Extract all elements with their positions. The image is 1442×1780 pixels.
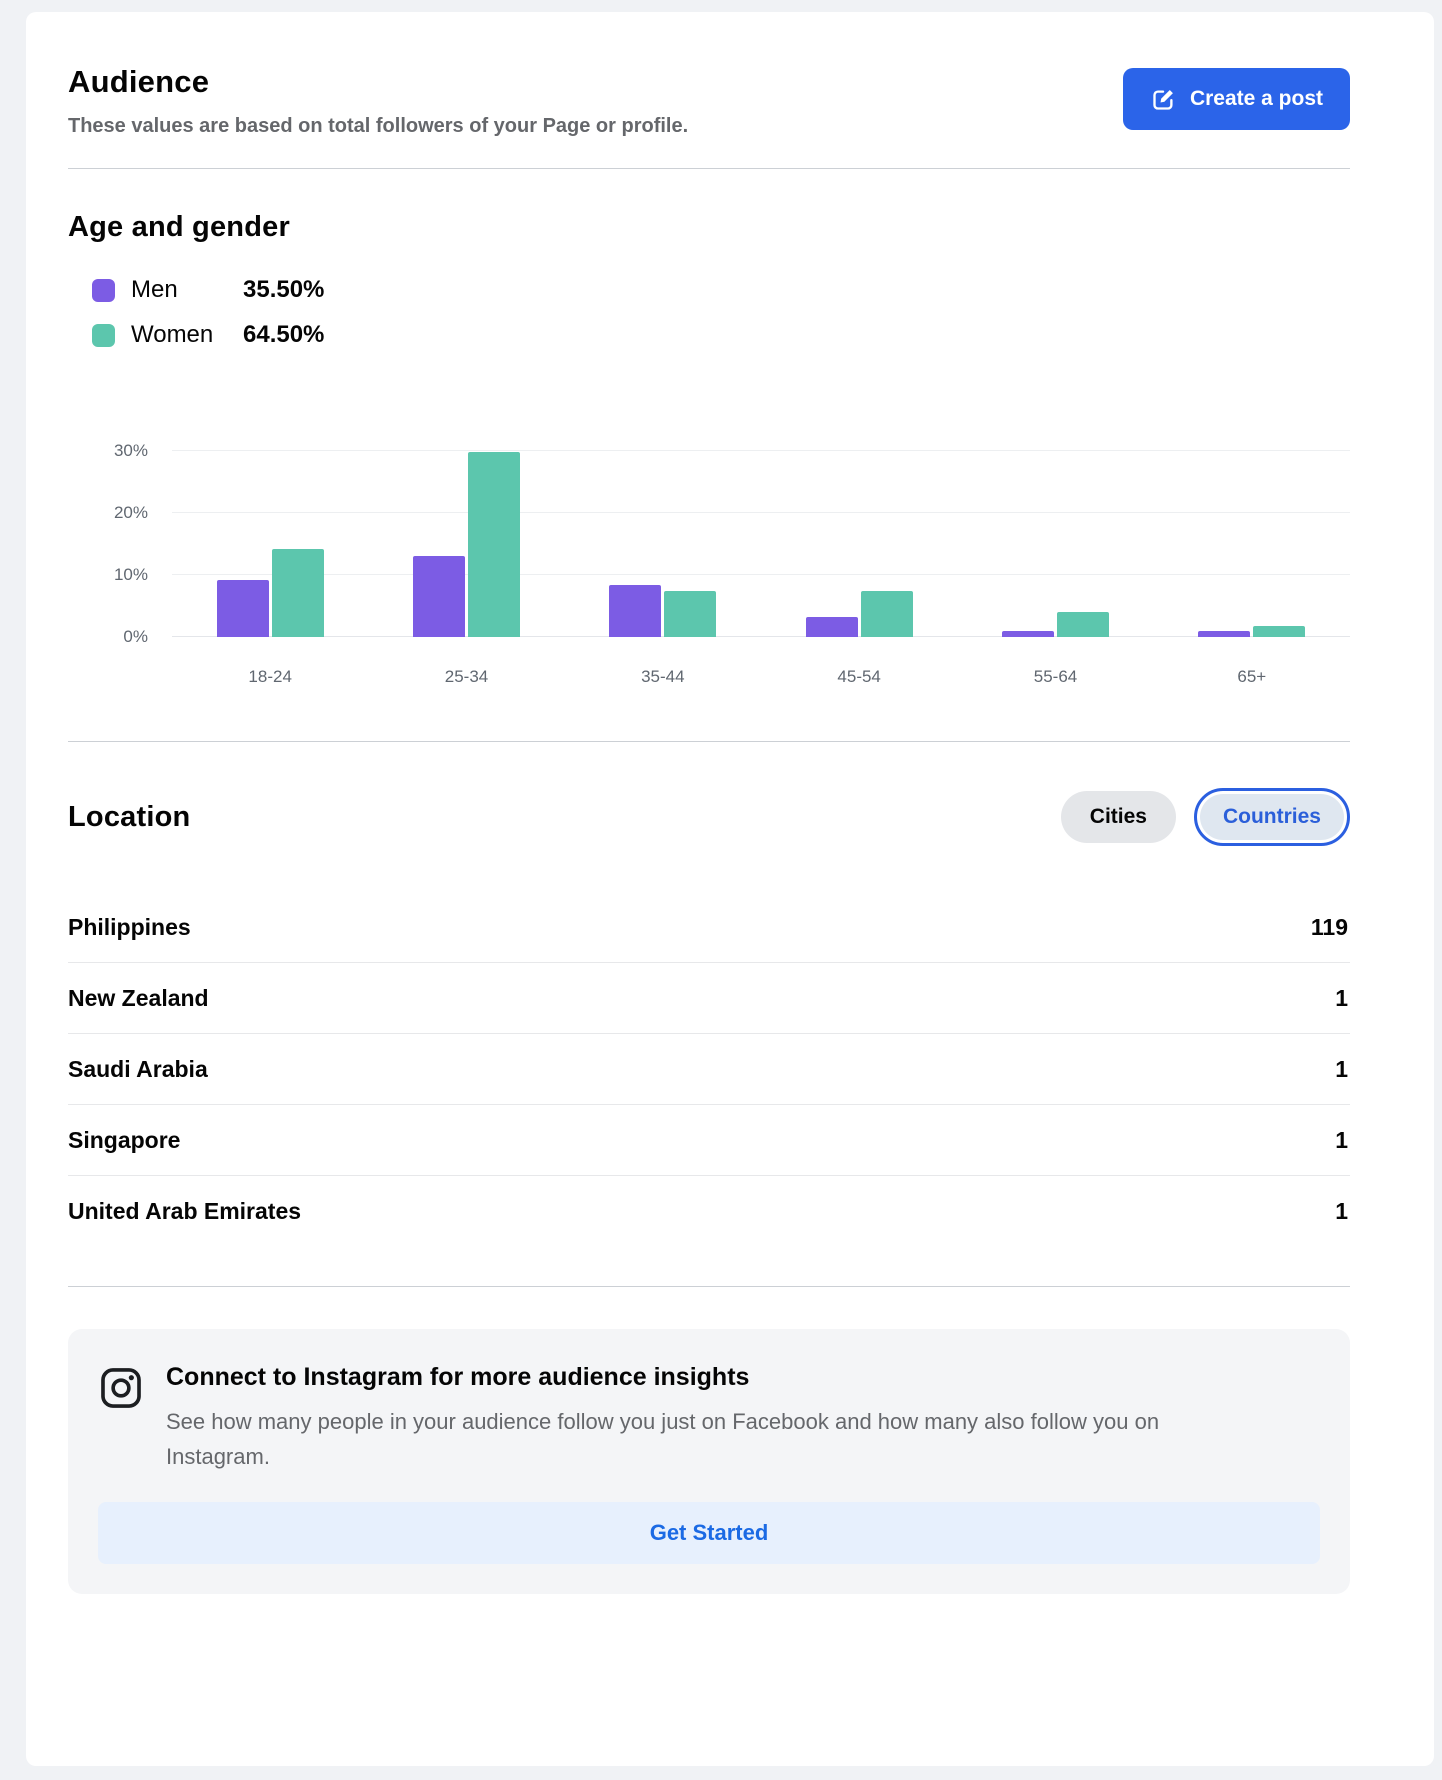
bar-men-45-54 [805, 616, 858, 637]
location-heading: Location [68, 800, 191, 833]
table-row: Singapore 1 [68, 1105, 1350, 1176]
country-name: Saudi Arabia [68, 1056, 208, 1082]
instagram-banner-description: See how many people in your audience fol… [166, 1409, 1160, 1470]
gridline [172, 574, 1350, 575]
section-divider [68, 1286, 1350, 1287]
bar-group-25-34 [368, 405, 564, 637]
chart-x-axis: 18-24 25-34 35-44 45-54 55-64 65+ [68, 637, 1350, 687]
country-list: Philippines 119 New Zealand 1 Saudi Arabia 1 S… [68, 892, 1350, 1246]
bar-group-55-64 [957, 405, 1153, 637]
legend-item-women: Women 64.50% [92, 321, 1350, 349]
x-axis-spacer [68, 667, 172, 687]
create-post-button[interactable]: Create a post [1122, 68, 1350, 130]
instagram-banner-content: Connect to Instagram for more audience i… [98, 1363, 1320, 1474]
section-divider [68, 741, 1350, 742]
legend-value: 35.50% [243, 276, 325, 303]
table-row: Saudi Arabia 1 [68, 1034, 1350, 1105]
instagram-icon [98, 1365, 144, 1411]
toggle-countries[interactable]: Countries [1193, 788, 1350, 846]
bar-men-55-64 [1001, 630, 1054, 637]
country-value: 1 [1335, 1198, 1348, 1224]
instagram-banner: Connect to Instagram for more audience i… [68, 1329, 1350, 1595]
bar-women-18-24 [271, 548, 324, 637]
x-tick-label: 65+ [1237, 667, 1267, 686]
page-title: Audience [68, 64, 210, 99]
bar-men-65+ [1198, 630, 1251, 637]
country-name: Philippines [68, 914, 191, 940]
bar-group-35-44 [565, 405, 761, 637]
country-name: United Arab Emirates [68, 1198, 302, 1224]
bar-women-55-64 [1056, 611, 1109, 637]
chart-y-axis: 0% 10% 20% 30% [68, 405, 172, 646]
location-toggle-group: Cities Countries [1060, 788, 1350, 846]
y-tick-label: 10% [113, 565, 148, 584]
section-divider [68, 168, 1350, 169]
legend-swatch-men [92, 278, 115, 302]
header-text: Audience These values are based on total… [68, 64, 688, 138]
x-tick-label: 18-24 [248, 667, 292, 686]
table-row: United Arab Emirates 1 [68, 1176, 1350, 1246]
audience-card: Audience These values are based on total… [26, 12, 1434, 1766]
bar-women-65+ [1253, 625, 1306, 637]
bar-men-18-24 [216, 579, 269, 637]
table-row: New Zealand 1 [68, 963, 1350, 1034]
legend-item-men: Men 35.50% [92, 276, 1350, 304]
legend-value: 64.50% [243, 321, 325, 348]
location-section: Location Cities Countries Philippines 119 N… [68, 788, 1350, 1246]
create-post-label: Create a post [1189, 87, 1323, 110]
chart-legend: Men 35.50% Women 64.50% [92, 276, 1350, 349]
country-name: Singapore [68, 1127, 181, 1153]
location-header: Location Cities Countries [68, 788, 1350, 846]
legend-swatch-women [92, 323, 115, 347]
chart-plot-area [172, 405, 1350, 637]
country-value: 1 [1335, 985, 1348, 1011]
x-tick-label: 25-34 [444, 667, 489, 686]
compose-icon [1150, 86, 1177, 113]
gridline [172, 512, 1350, 513]
instagram-banner-title: Connect to Instagram for more audience i… [166, 1363, 750, 1391]
bar-group-65+ [1154, 405, 1350, 637]
y-tick-label: 30% [113, 441, 148, 460]
x-tick-label: 55-64 [1033, 667, 1078, 686]
age-gender-heading: Age and gender [68, 211, 290, 243]
x-tick-label: 45-54 [837, 667, 881, 686]
instagram-banner-text: Connect to Instagram for more audience i… [166, 1363, 1181, 1474]
x-axis-labels: 18-24 25-34 35-44 45-54 55-64 65+ [172, 667, 1350, 687]
table-row: Philippines 119 [68, 892, 1350, 963]
chart-bars-layer [172, 405, 1350, 637]
bar-group-45-54 [761, 405, 957, 637]
audience-header: Audience These values are based on total… [68, 64, 1350, 138]
x-tick-label: 35-44 [641, 667, 685, 686]
country-value: 1 [1335, 1056, 1348, 1082]
country-value: 1 [1335, 1127, 1348, 1153]
age-gender-section: Age and gender Men 35.50% Women 64.50% 0% 10… [68, 211, 1350, 687]
gridline [172, 636, 1350, 637]
legend-label: Women [131, 321, 214, 348]
y-tick-label: 0% [123, 627, 148, 646]
country-value: 119 [1310, 914, 1348, 940]
bar-women-25-34 [467, 452, 520, 637]
get-started-button[interactable]: Get Started [98, 1502, 1320, 1565]
toggle-cities[interactable]: Cities [1060, 791, 1176, 843]
country-name: New Zealand [68, 985, 209, 1011]
age-gender-chart: 0% 10% 20% 30% 18-24 25-34 35-44 45-54 55-64 65+ [68, 405, 1350, 687]
bar-men-35-44 [609, 584, 662, 637]
gridline [172, 450, 1350, 451]
bar-men-25-34 [412, 555, 465, 637]
y-tick-label: 20% [113, 503, 148, 522]
bar-group-18-24 [172, 405, 368, 637]
bar-women-45-54 [860, 591, 913, 637]
page-subtitle: These values are based on total follower… [68, 115, 689, 137]
legend-label: Men [131, 276, 178, 303]
bar-women-35-44 [664, 591, 717, 637]
